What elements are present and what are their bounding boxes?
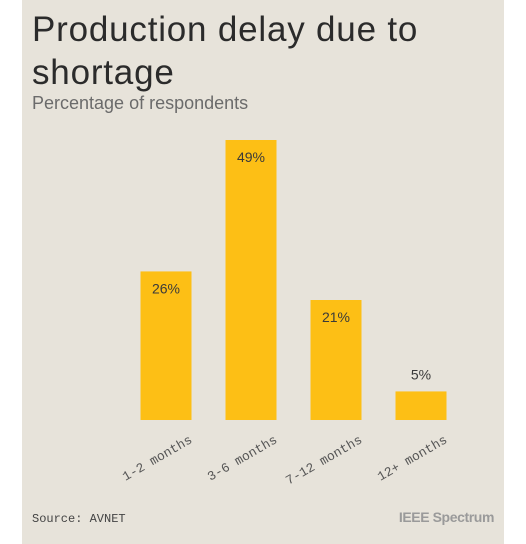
chart-subtitle: Percentage of respondents bbox=[32, 93, 249, 113]
brand-logo: IEEE Spectrum bbox=[398, 509, 495, 525]
x-tick-label-1: 1-2 months bbox=[120, 432, 195, 484]
data-label-4: 5% bbox=[411, 366, 431, 382]
chart-card: Production delay due to shortage Percent… bbox=[22, 0, 504, 544]
data-label-2: 49% bbox=[237, 149, 265, 165]
chart-title: Production delay due to shortage bbox=[32, 10, 419, 92]
data-label-3: 21% bbox=[322, 309, 350, 325]
source-note: Source: AVNET bbox=[32, 512, 126, 526]
x-tick-label-4: 12+ months bbox=[375, 432, 450, 484]
data-label-1: 26% bbox=[152, 280, 180, 296]
bar-chart: 26% 1-2 months 49% 3-6 months 21% 7-12 months… bbox=[120, 140, 450, 488]
bar-1 bbox=[140, 271, 192, 420]
x-tick-label-2: 3-6 months bbox=[205, 432, 280, 484]
x-tick-label-3: 7-12 months bbox=[283, 432, 365, 488]
bar-2 bbox=[225, 140, 277, 420]
bar-4 bbox=[395, 391, 447, 420]
bar-3 bbox=[310, 300, 362, 420]
